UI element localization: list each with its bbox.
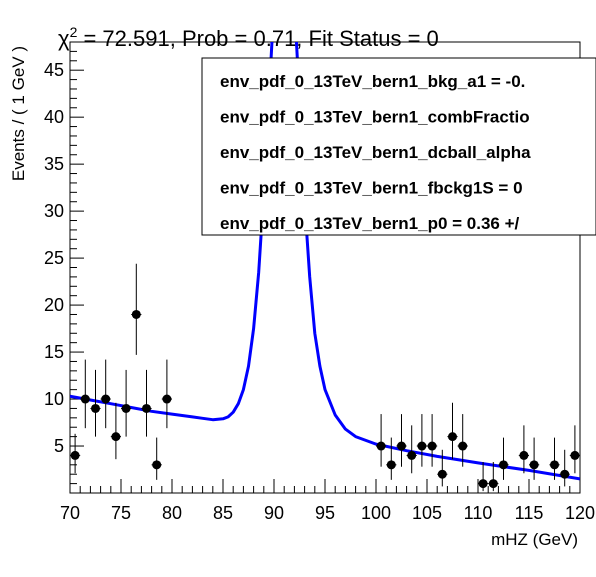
- data-marker: [560, 469, 570, 479]
- data-point: [457, 414, 468, 467]
- x-tick-label: 115: [515, 503, 544, 523]
- y-tick-label: 35: [44, 154, 64, 174]
- data-point: [549, 437, 560, 480]
- y-tick-label: 20: [44, 295, 64, 315]
- y-tick-label: 45: [44, 60, 64, 80]
- parameter-list: env_pdf_0_13TeV_bern1_bkg_a1 = -0. env_pd…: [220, 72, 531, 233]
- data-marker: [550, 460, 559, 470]
- x-tick-label: 120: [565, 503, 595, 523]
- data-marker: [499, 460, 508, 470]
- axis-ticks: 70 75 80 85 90 95 100 105 110 115 120 5 10 15 20 25 30 35…: [44, 50, 595, 523]
- data-marker: [448, 432, 457, 442]
- x-tick-label: 75: [111, 503, 131, 523]
- data-point: [121, 369, 132, 437]
- data-marker: [152, 460, 162, 470]
- data-marker: [488, 479, 498, 489]
- x-tick-label: 90: [264, 503, 284, 523]
- x-tick-label: 95: [315, 503, 335, 523]
- y-axis-title: Events / ( 1 GeV ): [9, 46, 28, 181]
- data-point: [90, 369, 101, 437]
- data-point: [488, 461, 499, 492]
- data-point: [498, 437, 509, 480]
- data-marker: [478, 479, 488, 489]
- data-marker: [397, 441, 406, 451]
- data-point: [386, 437, 397, 480]
- data-point: [518, 425, 529, 474]
- y-tick-label: 5: [54, 436, 64, 456]
- data-point: [376, 414, 387, 467]
- y-tick-label: 25: [44, 248, 64, 268]
- y-tick-label: 30: [44, 201, 64, 221]
- parameter-entry: env_pdf_0_13TeV_bern1_p0 = 0.36 +/: [220, 214, 520, 233]
- data-marker: [142, 403, 151, 413]
- data-point: [406, 425, 417, 474]
- data-marker: [162, 394, 172, 404]
- data-point: [447, 402, 458, 460]
- data-points-layer: [70, 263, 580, 492]
- parameter-entry: env_pdf_0_13TeV_bern1_combFractio: [220, 108, 530, 127]
- data-marker: [101, 394, 111, 404]
- plot-title: χ2 = 72.591, Prob = 0.71, Fit Status = 0: [58, 24, 439, 51]
- data-point: [70, 433, 81, 474]
- data-point: [396, 414, 407, 467]
- data-point: [416, 414, 427, 467]
- data-marker: [417, 441, 427, 451]
- data-marker: [427, 441, 437, 451]
- x-tick-label: 85: [213, 503, 233, 523]
- data-point: [478, 461, 489, 492]
- y-tick-label: 15: [44, 342, 64, 362]
- data-marker: [80, 394, 90, 404]
- data-point: [559, 449, 570, 487]
- data-marker: [91, 403, 100, 413]
- data-marker: [131, 309, 141, 319]
- x-tick-label: 100: [361, 503, 391, 523]
- data-marker: [386, 460, 396, 470]
- parameter-entry: env_pdf_0_13TeV_bern1_dcball_alpha: [220, 143, 531, 162]
- data-point: [427, 414, 438, 467]
- data-point: [110, 402, 121, 460]
- data-point: [437, 449, 448, 487]
- data-point: [151, 437, 162, 480]
- x-tick-label: 80: [162, 503, 182, 523]
- data-marker: [70, 450, 80, 460]
- data-marker: [519, 450, 529, 460]
- parameter-entry: env_pdf_0_13TeV_bern1_bkg_a1 = -0.: [220, 72, 525, 91]
- y-tick-label: 40: [44, 107, 64, 127]
- x-axis-title: mHZ (GeV): [491, 530, 578, 549]
- x-tick-label: 105: [412, 503, 442, 523]
- data-marker: [121, 403, 131, 413]
- data-point: [161, 359, 172, 429]
- x-tick-label: 110: [464, 503, 493, 523]
- data-point: [569, 425, 580, 474]
- data-point: [141, 369, 152, 437]
- y-tick-label: 10: [44, 389, 64, 409]
- data-marker: [458, 441, 468, 451]
- data-marker: [437, 469, 447, 479]
- data-point: [529, 437, 540, 480]
- parameter-box: [201, 57, 596, 236]
- data-marker: [111, 432, 121, 442]
- data-point: [80, 359, 91, 429]
- data-marker: [376, 441, 386, 451]
- parameter-entry: env_pdf_0_13TeV_bern1_fbckg1S = 0: [220, 179, 523, 198]
- data-marker: [529, 460, 539, 470]
- data-marker: [407, 450, 417, 460]
- data-marker: [570, 450, 580, 460]
- data-point: [100, 359, 111, 429]
- x-tick-label: 70: [60, 503, 80, 523]
- data-point: [131, 263, 142, 355]
